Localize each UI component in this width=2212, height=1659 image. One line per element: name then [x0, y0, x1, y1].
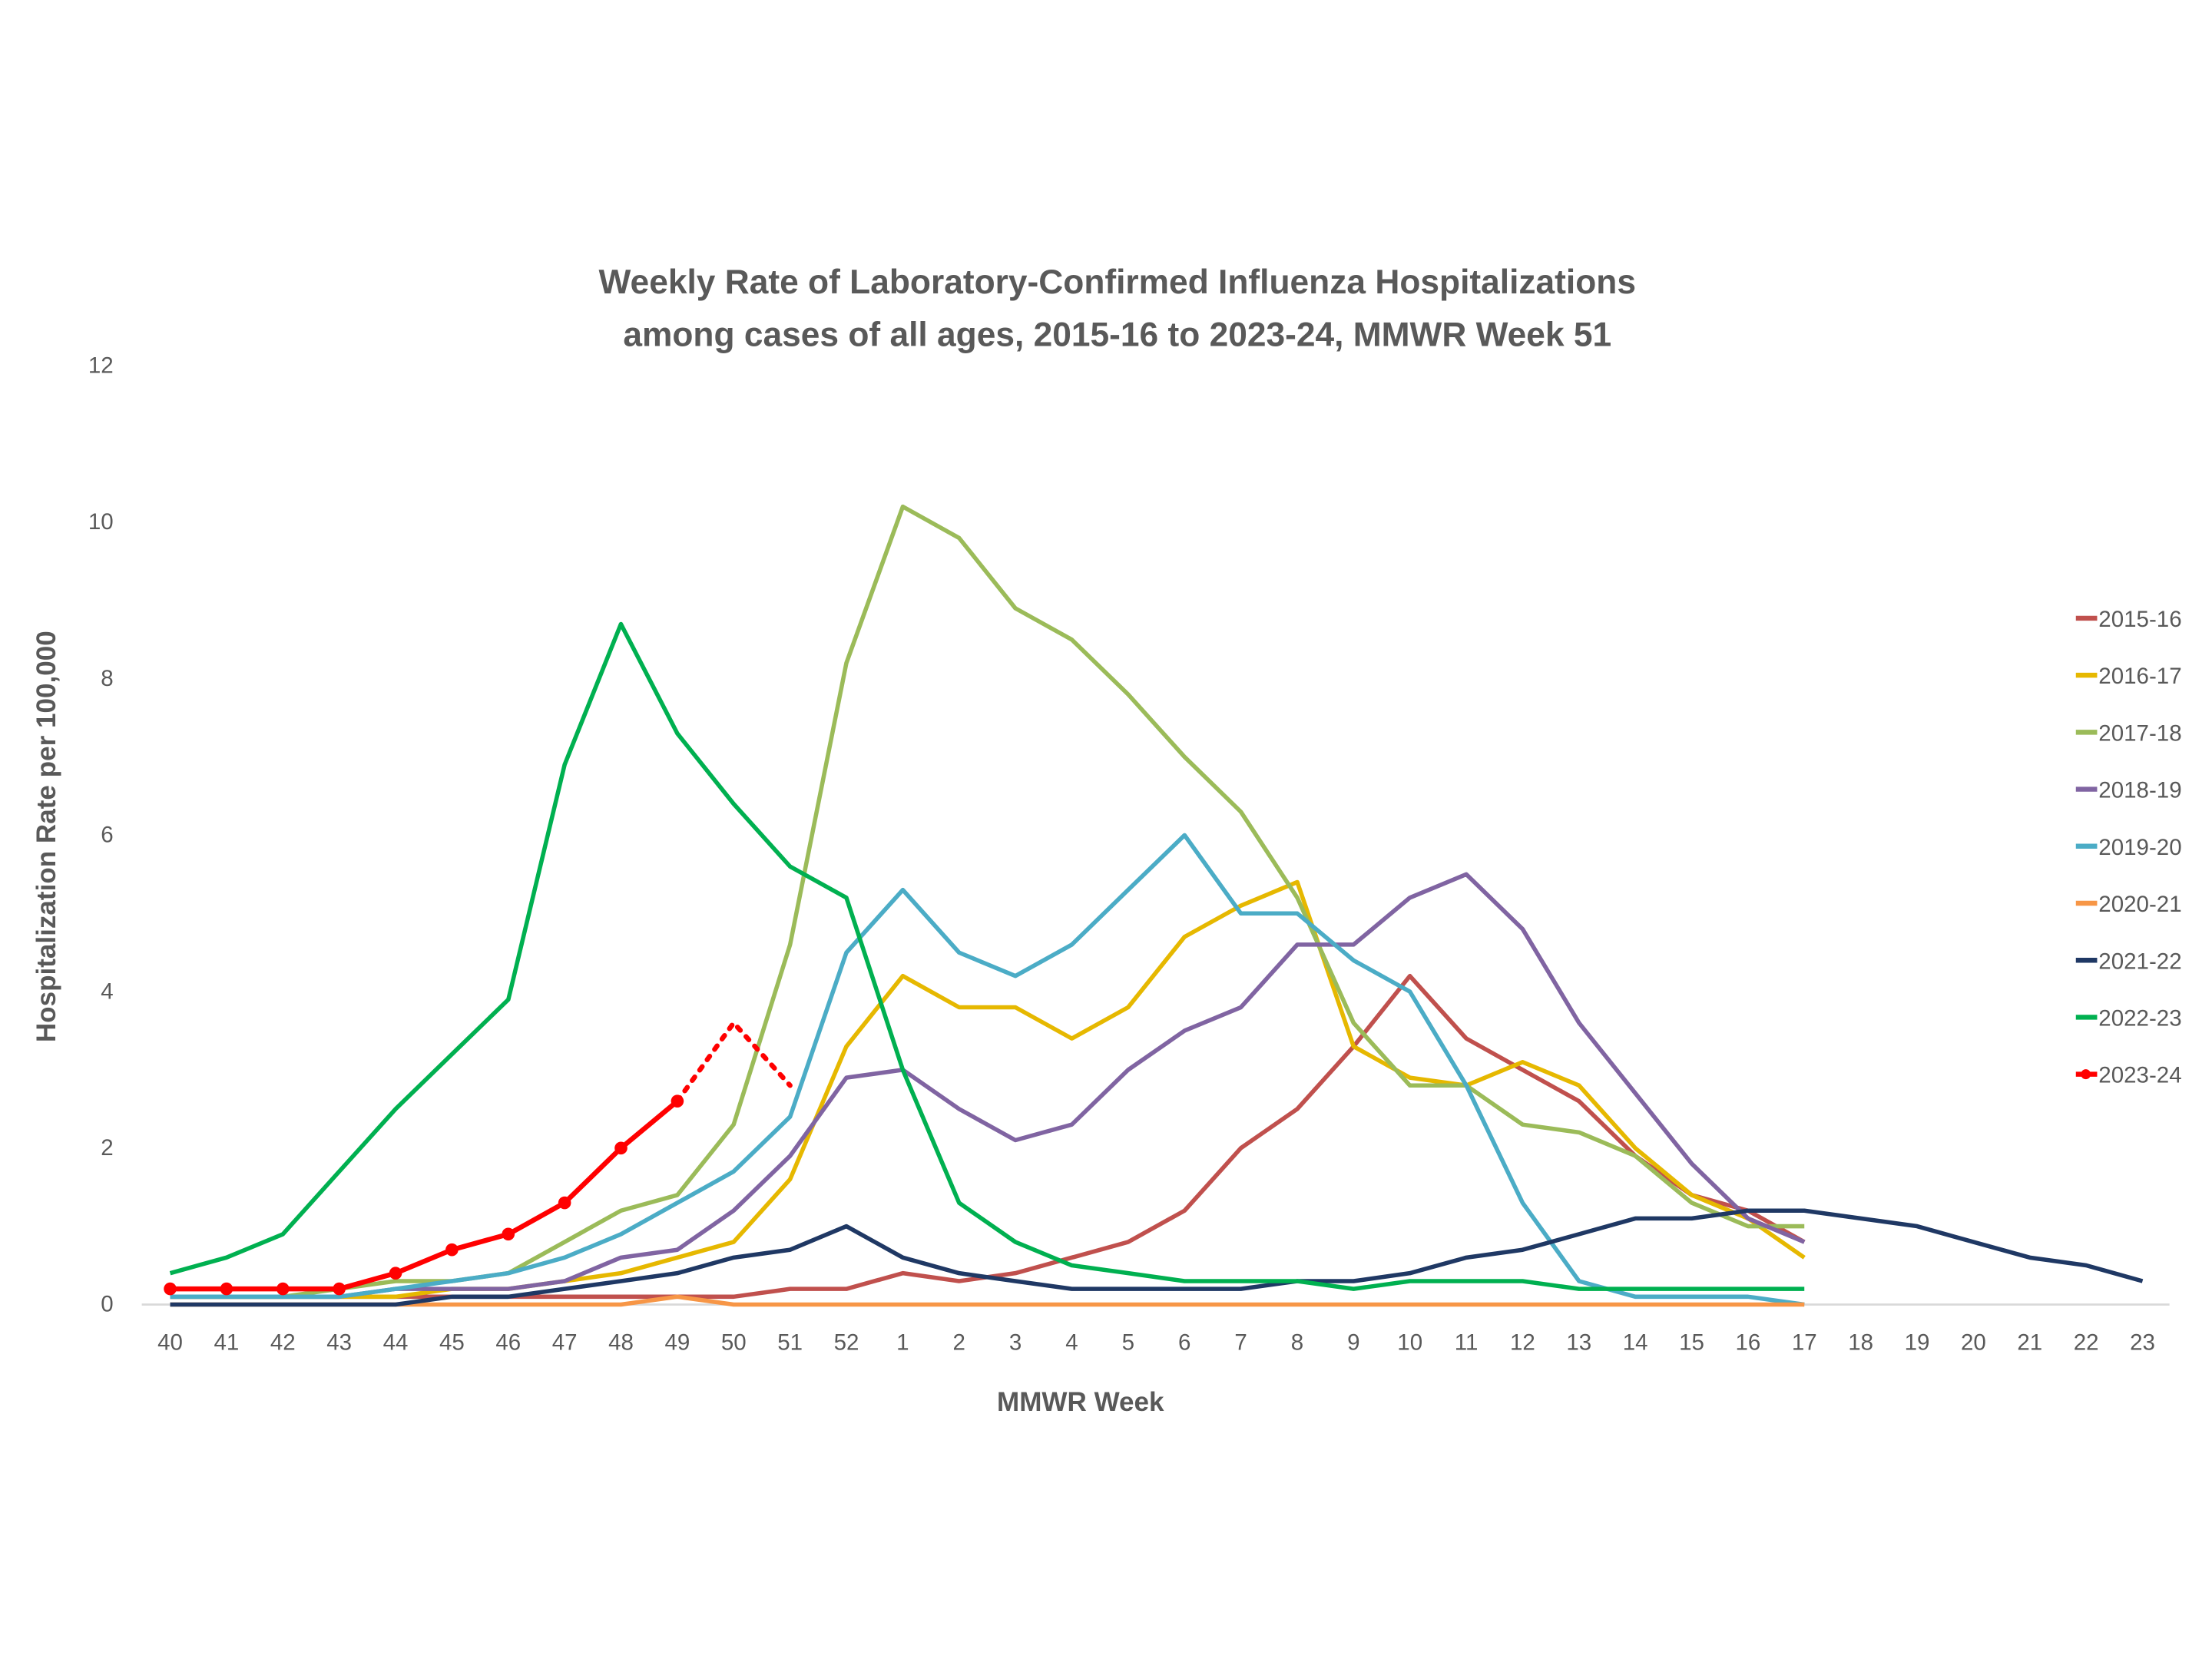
legend: 2015-16 2016-17 2017-18 2018-19 2019-20 2020-…: [2075, 607, 2182, 1088]
legend-item: 2016-17: [2075, 664, 2182, 689]
legend-label: 2019-20: [2098, 835, 2181, 860]
x-tick-label: 5: [1122, 1330, 1134, 1356]
x-tick-label: 22: [2074, 1330, 2099, 1356]
data-point: [671, 1094, 684, 1108]
chart-subtitle: among cases of all ages, 2015-16 to 2023…: [623, 316, 1611, 353]
series-2021-22: [170, 1208, 2144, 1307]
data-point: [558, 1196, 571, 1210]
data-point: [220, 1282, 233, 1296]
legend-label: 2016-17: [2098, 664, 2181, 689]
legend-item: 2022-23: [2075, 1006, 2182, 1031]
y-tick-label: 10: [88, 509, 114, 535]
x-tick-label: 43: [326, 1330, 352, 1356]
x-tick-label: 42: [270, 1330, 296, 1356]
x-tick-label: 7: [1234, 1330, 1247, 1356]
data-point: [445, 1243, 459, 1257]
x-tick-label: 48: [608, 1330, 634, 1356]
x-tick-label: 6: [1178, 1330, 1190, 1356]
series-line: [170, 1294, 1805, 1307]
y-tick-label: 6: [101, 823, 113, 848]
legend-item: 2015-16: [2075, 607, 2182, 632]
legend-item: 2020-21: [2075, 892, 2182, 917]
series-2022-23: [169, 621, 1805, 1291]
x-ticks: 40 41 42 43 44 45 46 47 48 49 50 51 52 1 2 3 4 5 6 7 8 9 10 11 1…: [157, 1330, 2155, 1356]
series-2019-20: [170, 833, 1805, 1307]
series-line: [170, 872, 1806, 1300]
series-lines: [164, 504, 2144, 1307]
legend-label: 2023-24: [2098, 1063, 2181, 1088]
x-tick-label: 3: [1009, 1330, 1022, 1356]
x-tick-label: 14: [1623, 1330, 1648, 1356]
series-2017-18: [170, 504, 1805, 1300]
y-tick-label: 4: [101, 979, 113, 1004]
x-tick-label: 44: [383, 1330, 409, 1356]
series-2015-16: [170, 973, 1806, 1300]
x-tick-label: 11: [1455, 1330, 1479, 1356]
x-tick-label: 21: [2017, 1330, 2042, 1356]
data-point: [276, 1282, 290, 1296]
x-tick-label: 47: [552, 1330, 578, 1356]
legend-label: 2015-16: [2098, 607, 2181, 632]
x-tick-label: 51: [777, 1330, 803, 1356]
x-tick-label: 18: [1848, 1330, 1873, 1356]
legend-item: 2018-19: [2075, 778, 2182, 803]
x-tick-label: 52: [834, 1330, 859, 1356]
legend-item: 2023-24: [2075, 1063, 2182, 1088]
x-tick-label: 50: [721, 1330, 747, 1356]
y-tick-label: 2: [101, 1135, 113, 1161]
x-tick-label: 12: [1510, 1330, 1535, 1356]
y-tick-label: 8: [101, 666, 113, 691]
y-axis-label: Hospitalization Rate per 100,000: [31, 631, 61, 1042]
series-line: [170, 833, 1805, 1307]
legend-label: 2021-22: [2098, 949, 2181, 974]
series-2018-19: [170, 872, 1806, 1300]
series-line: [169, 621, 1805, 1291]
series-line-preliminary: [674, 1018, 793, 1104]
series-2023-24: [164, 1018, 793, 1296]
legend-marker: [2081, 1069, 2091, 1080]
x-tick-label: 23: [2130, 1330, 2155, 1356]
data-point: [502, 1227, 515, 1241]
legend-item: 2017-18: [2075, 720, 2182, 746]
x-tick-label: 1: [896, 1330, 909, 1356]
x-tick-label: 2: [953, 1330, 965, 1356]
chart-title: Weekly Rate of Laboratory-Confirmed Infl…: [599, 263, 1636, 301]
x-tick-label: 9: [1347, 1330, 1359, 1356]
x-tick-label: 8: [1291, 1330, 1303, 1356]
legend-label: 2020-21: [2098, 892, 2181, 917]
series-line: [170, 973, 1806, 1300]
data-point: [164, 1282, 177, 1296]
series-line: [170, 504, 1805, 1300]
x-tick-label: 49: [664, 1330, 690, 1356]
x-tick-label: 4: [1065, 1330, 1078, 1356]
legend-item: 2019-20: [2075, 835, 2182, 860]
x-tick-label: 41: [214, 1330, 239, 1356]
legend-label: 2017-18: [2098, 720, 2181, 746]
x-tick-label: 10: [1397, 1330, 1422, 1356]
legend-label: 2022-23: [2098, 1006, 2181, 1031]
x-tick-label: 17: [1792, 1330, 1817, 1356]
x-tick-label: 16: [1736, 1330, 1761, 1356]
y-tick-label: 0: [101, 1292, 113, 1317]
x-axis-label: MMWR Week: [997, 1387, 1164, 1417]
x-tick-label: 15: [1679, 1330, 1704, 1356]
legend-label: 2018-19: [2098, 778, 2181, 803]
data-point: [614, 1141, 628, 1155]
y-ticks: 0 2 4 6 8 10 12: [88, 353, 114, 1317]
x-tick-label: 20: [1961, 1330, 1986, 1356]
x-tick-label: 40: [157, 1330, 183, 1356]
series-line: [170, 1208, 2144, 1307]
x-tick-label: 19: [1905, 1330, 1930, 1356]
series-line: [170, 1099, 679, 1292]
x-tick-label: 45: [439, 1330, 465, 1356]
y-tick-label: 12: [88, 353, 114, 379]
x-tick-label: 46: [495, 1330, 521, 1356]
legend-item: 2021-22: [2075, 949, 2182, 974]
series-2020-21: [170, 1294, 1805, 1307]
data-point: [333, 1282, 346, 1296]
data-point: [389, 1267, 402, 1280]
x-tick-label: 13: [1566, 1330, 1591, 1356]
